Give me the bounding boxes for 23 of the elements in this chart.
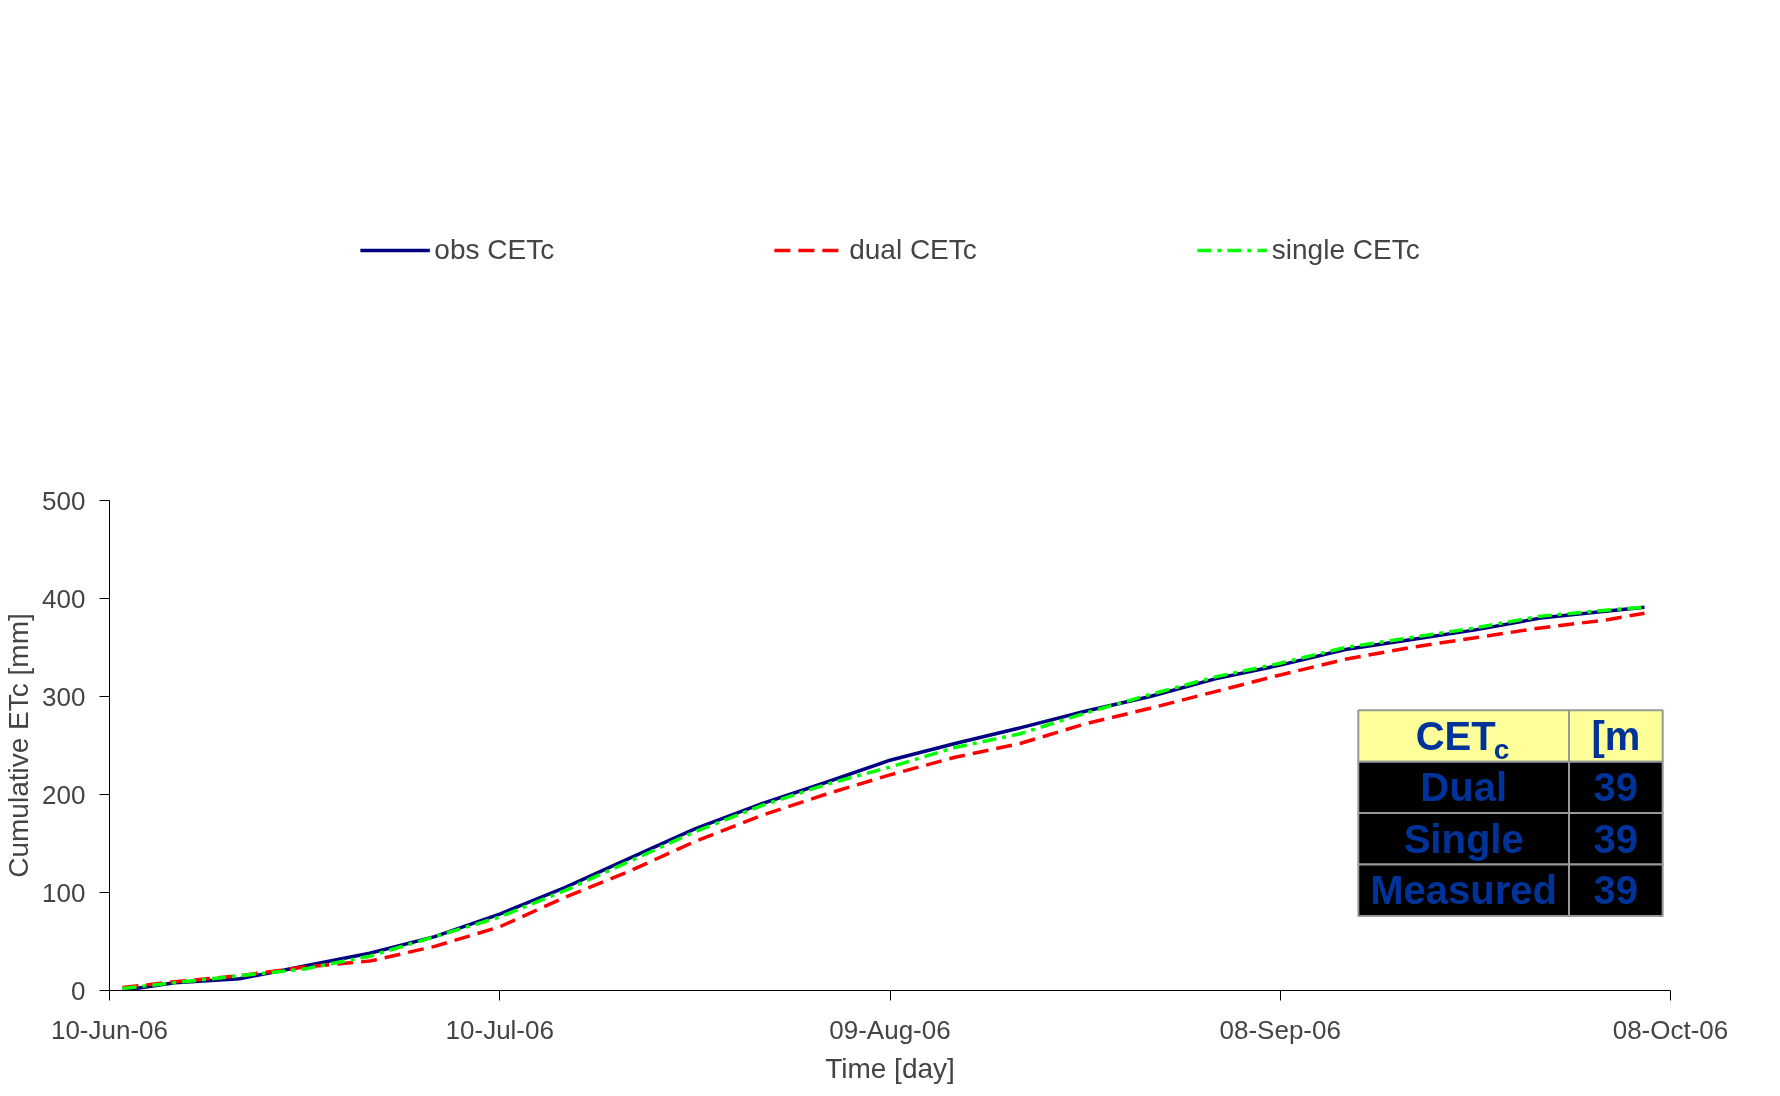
x-axis-title: Time [day] [825, 1052, 955, 1084]
y-tick-label: 500 [42, 485, 86, 516]
x-tick-label: 08-Sep-06 [1219, 1014, 1341, 1045]
y-tick-label: 100 [42, 877, 86, 908]
y-axis-title: Cumulative ETc [mm] [3, 613, 35, 878]
y-tick-label: 200 [42, 779, 86, 810]
annotation: Measured [1370, 868, 1558, 913]
x-tick-label: 10-Jun-06 [50, 1014, 169, 1045]
y-tick-label: 400 [42, 583, 86, 614]
y-tick-label: 0 [71, 975, 86, 1006]
x-tick-label: 08-Oct-06 [1612, 1014, 1729, 1045]
y-tick-label: 300 [42, 681, 86, 712]
legend-label: obs CETc [434, 234, 555, 266]
annotation: 39 [1593, 816, 1639, 861]
annotation: 39 [1593, 868, 1639, 913]
x-tick-label: 09-Aug-06 [829, 1014, 951, 1045]
annotation: 39 [1593, 765, 1639, 810]
annotation: Dual [1420, 765, 1508, 810]
x-tick-label: 10-Jul-06 [445, 1014, 554, 1045]
legend-label: single CETc [1271, 234, 1420, 266]
annotation: [m [1591, 713, 1641, 758]
annotation: Single [1403, 816, 1524, 861]
legend-label: dual CETc [849, 234, 977, 266]
